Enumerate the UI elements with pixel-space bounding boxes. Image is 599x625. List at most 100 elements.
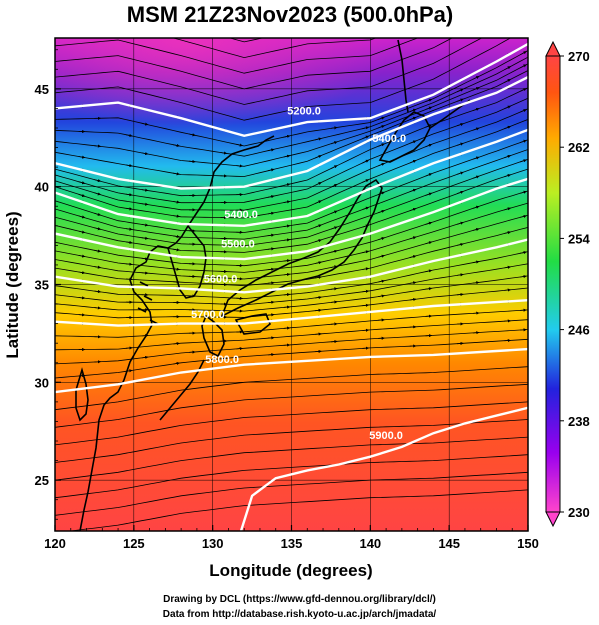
streamline-arrow (378, 254, 385, 258)
colorbar-tick-label: 254 (568, 231, 590, 246)
streamline-arrow (519, 64, 527, 69)
streamline-arrow (141, 122, 149, 126)
streamline-arrow (409, 236, 417, 240)
streamline-arrow (267, 233, 275, 237)
streamline-arrow (94, 178, 102, 183)
streamline-arrow (409, 188, 417, 193)
streamline-arrow (472, 107, 480, 112)
streamline-arrow (456, 123, 464, 127)
streamline-arrow (362, 135, 370, 140)
streamline-arrow (173, 342, 180, 346)
x-tick-label: 150 (517, 536, 539, 551)
streamline-arrow (283, 326, 291, 330)
streamline-arrow (315, 224, 322, 228)
streamline-arrow (267, 336, 275, 340)
streamline-arrow (362, 328, 370, 332)
streamline-arrow (283, 238, 291, 242)
contour-label: 5800.0 (205, 354, 239, 366)
y-tick-label: 25 (35, 473, 49, 488)
contour-label: 5600.0 (204, 274, 238, 286)
streamline-arrow (125, 193, 133, 197)
streamline-arrow (78, 296, 86, 300)
streamline-arrow (94, 192, 102, 196)
streamline-arrow (362, 159, 370, 164)
streamline-arrow (125, 163, 133, 168)
streamline-arrow (94, 144, 102, 148)
colorbar-ticks: 270 262 254 246 238 230 (560, 49, 590, 520)
streamline-arrow (472, 227, 480, 232)
height-contours: 5200.0 5400.0 5400.0 5500.0 5600.0 5700.0 5800… (55, 42, 528, 531)
streamline-arrow (425, 314, 433, 318)
streamline-arrow (409, 281, 417, 285)
streamline-arrow (425, 287, 433, 291)
streamline-arrow (425, 106, 433, 110)
x-tick-label: 140 (359, 536, 381, 551)
streamline-arrow (425, 98, 433, 103)
streamline-arrow (267, 281, 275, 285)
contour-label: 5500.0 (221, 238, 255, 250)
streamline-arrow (283, 134, 291, 138)
streamline-arrow (283, 183, 291, 187)
streamline-arrow (456, 171, 464, 175)
coastline-asia-mainland (79, 135, 275, 531)
streamline-arrow (141, 223, 149, 227)
streamline-arrow (409, 160, 417, 164)
x-tick-label: 125 (123, 536, 145, 551)
streamline-arrow (78, 313, 86, 317)
streamline-arrow (220, 151, 228, 155)
streamline-arrow (236, 143, 243, 147)
colorbar-gradient (545, 55, 561, 513)
colorbar: 270 262 254 246 238 230 (545, 40, 590, 528)
streamline-arrow (94, 265, 102, 269)
streamline-arrow (188, 133, 196, 137)
streamline-arrow (425, 221, 433, 225)
streamline-arrow (520, 274, 527, 279)
height-contour-line (55, 347, 528, 394)
coastline-shikoku (234, 313, 271, 335)
streamline-arrow (504, 66, 511, 71)
streamline-arrow (504, 207, 511, 211)
streamline-arrow (125, 133, 133, 138)
streamline-arrow (425, 241, 433, 245)
streamline-arrow (409, 116, 417, 121)
streamline-arrow (330, 126, 338, 130)
colorbar-tick-label: 270 (568, 49, 590, 64)
x-tick-label: 120 (44, 536, 66, 551)
y-tick-label: 30 (35, 375, 49, 390)
streamline-arrow (78, 271, 86, 275)
contour-label: 5900.0 (369, 430, 403, 442)
height-contour-line (239, 406, 528, 531)
streamline-arrow (409, 297, 417, 302)
streamline-arrow (378, 116, 385, 120)
streamline-arrow (78, 181, 86, 185)
streamline-arrow (283, 293, 291, 297)
x-tick-label: 135 (281, 536, 303, 551)
map-plot-area: 5200.0 5400.0 5400.0 5500.0 5600.0 5700.0 5800… (55, 38, 528, 531)
streamline-arrow (267, 313, 275, 317)
credit-data: Data from http://database.rish.kyoto-u.a… (162, 609, 437, 620)
streamline-arrow (330, 141, 338, 145)
streamline-arrow (78, 193, 86, 197)
coastline-chinese-islands (137, 281, 159, 325)
contour-label: 5700.0 (191, 309, 225, 321)
streamline-arrow (267, 195, 275, 199)
height-contour-line (55, 76, 528, 190)
streamline-arrow (141, 236, 149, 240)
streamline-arrow (520, 214, 527, 218)
streamline-arrow (220, 356, 228, 361)
contour-label: 5400.0 (224, 209, 258, 221)
streamline-arrow (173, 214, 180, 218)
streamline-arrow (315, 239, 322, 243)
streamline-arrow (78, 230, 86, 234)
streamline-arrow (173, 172, 180, 176)
streamline-arrow (472, 281, 480, 285)
y-axis-label: Latitude (degrees) (3, 211, 22, 358)
height-contour-line (55, 299, 528, 327)
streamline-arrow (425, 192, 433, 196)
streamline-arrow (315, 295, 322, 300)
streamline-arrow (456, 273, 464, 277)
streamline-arrow (267, 267, 275, 271)
streamline-arrow (283, 200, 291, 204)
streamline-arrow (283, 224, 291, 228)
streamline-arrow (315, 275, 322, 279)
